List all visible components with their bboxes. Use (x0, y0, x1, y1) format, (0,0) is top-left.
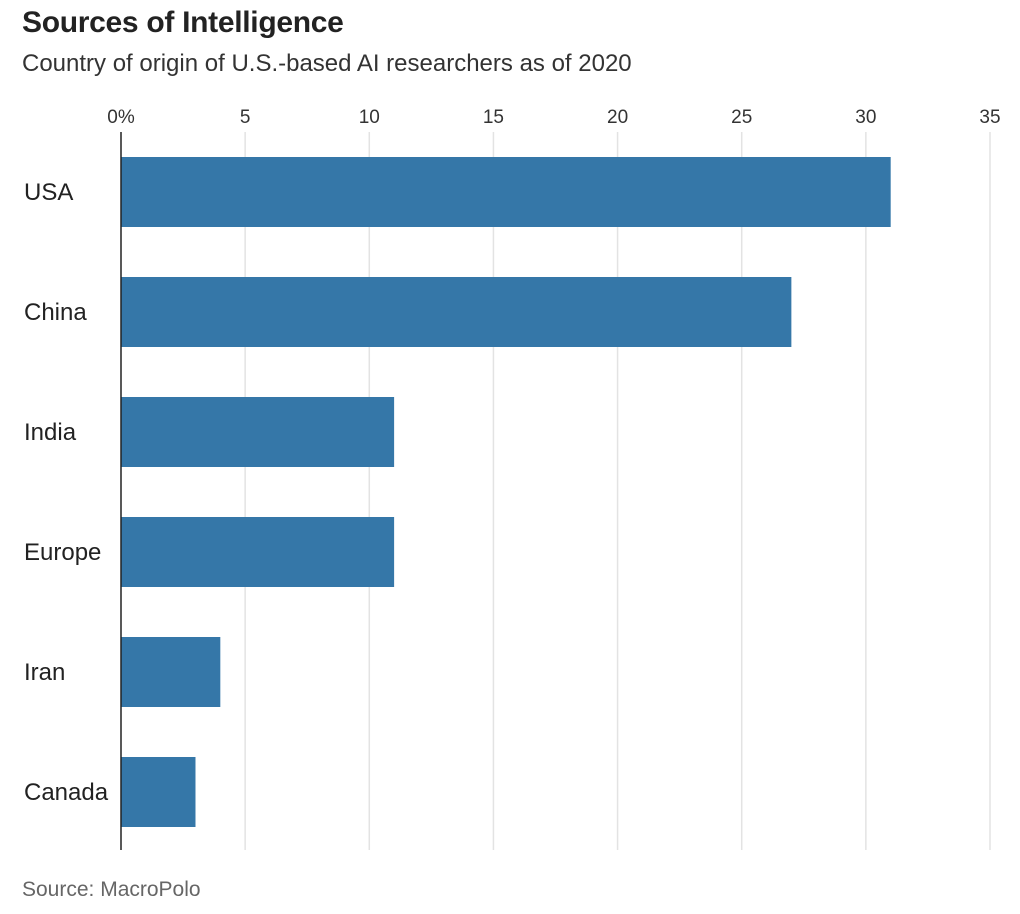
gridlines (244, 132, 991, 850)
bar-canada (121, 757, 196, 827)
x-tick-label: 15 (483, 107, 504, 128)
bar-china (121, 277, 792, 347)
x-tick-label: 20 (607, 107, 628, 128)
bar-usa (121, 157, 891, 227)
x-tick-label: 30 (855, 107, 876, 128)
bar-europe (121, 517, 395, 587)
category-labels: USA China India Europe Iran Canada (24, 179, 109, 806)
source-note: Source: MacroPolo (22, 878, 201, 901)
category-label: Iran (24, 659, 65, 686)
bar-india (121, 397, 395, 467)
x-tick-label: 5 (240, 107, 251, 128)
bars (121, 157, 891, 827)
category-label: Europe (24, 539, 101, 566)
x-tick-label: 35 (979, 107, 1000, 128)
x-tick-label: 25 (731, 107, 752, 128)
category-label: Canada (24, 779, 109, 806)
category-label: USA (24, 179, 73, 206)
x-axis-ticks: 0% 5 10 15 20 25 30 35 (107, 107, 1000, 128)
category-label: China (24, 299, 87, 326)
chart-subtitle: Country of origin of U.S.-based AI resea… (22, 50, 632, 77)
category-label: India (24, 419, 77, 446)
x-tick-label: 0% (107, 107, 135, 128)
chart-title: Sources of Intelligence (22, 6, 344, 39)
x-tick-label: 10 (359, 107, 380, 128)
bar-chart: 0% 5 10 15 20 25 30 35 USA China India Europe Iran C… (24, 107, 1001, 850)
bar-iran (121, 637, 221, 707)
